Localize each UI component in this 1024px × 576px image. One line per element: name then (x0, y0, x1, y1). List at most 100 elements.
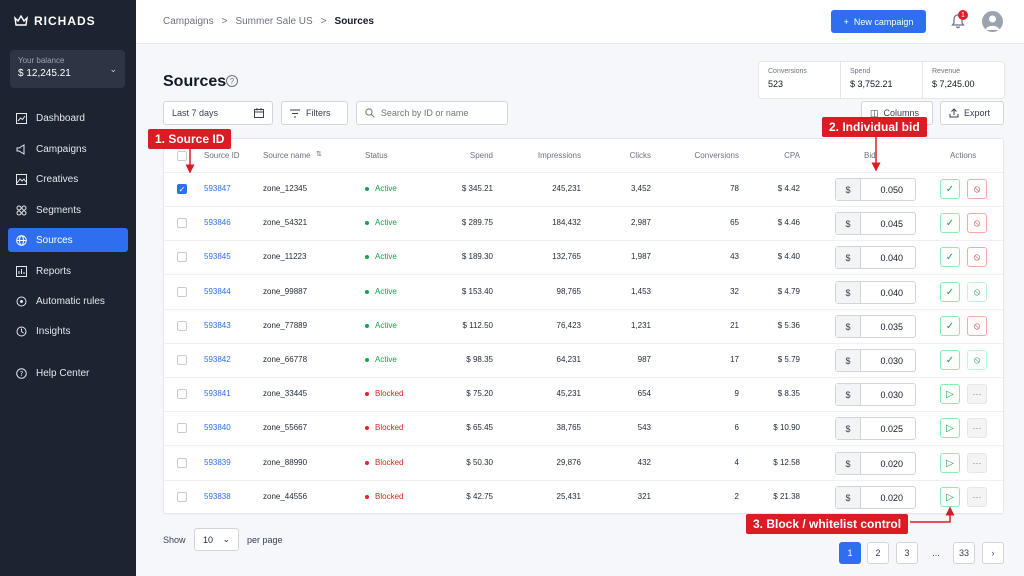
more-actions-button[interactable]: ··· (967, 384, 987, 404)
block-button[interactable]: ⦸ (967, 316, 987, 336)
bid-input[interactable]: $0.035 (835, 315, 916, 338)
bid-value[interactable]: 0.030 (880, 389, 903, 400)
breadcrumb-campaigns[interactable]: Campaigns (163, 16, 214, 27)
select-all-checkbox[interactable] (177, 151, 187, 161)
row-checkbox[interactable] (177, 423, 187, 433)
block-button[interactable]: ⦸ (967, 350, 987, 370)
source-id-link[interactable]: 593843 (204, 321, 231, 330)
bid-input[interactable]: $0.050 (835, 178, 916, 201)
bid-input[interactable]: $0.020 (835, 486, 916, 509)
whitelist-button[interactable]: ✓ (940, 179, 960, 199)
source-id-link[interactable]: 593845 (204, 252, 231, 261)
sidebar-item-help-center[interactable]: ? Help Center (8, 361, 128, 385)
row-checkbox[interactable] (177, 252, 187, 262)
resume-button[interactable]: ▷ (940, 487, 960, 507)
more-actions-button[interactable]: ··· (967, 453, 987, 473)
row-checkbox[interactable] (177, 389, 187, 399)
brand-logo[interactable]: RICHADS (14, 14, 96, 28)
whitelist-button[interactable]: ✓ (940, 247, 960, 267)
sidebar-item-insights[interactable]: Insights (8, 319, 128, 343)
sidebar-item-automatic-rules[interactable]: Automatic rules (8, 289, 128, 313)
bid-value[interactable]: 0.035 (880, 321, 903, 332)
date-range-picker[interactable]: Last 7 days (163, 101, 273, 125)
column-header-status[interactable]: Status (365, 151, 388, 160)
block-button[interactable]: ⦸ (967, 247, 987, 267)
bid-input[interactable]: $0.020 (835, 452, 916, 475)
row-checkbox[interactable] (177, 321, 187, 331)
more-actions-button[interactable]: ··· (967, 418, 987, 438)
sidebar-item-sources[interactable]: Sources (8, 228, 128, 252)
source-id-link[interactable]: 593841 (204, 389, 231, 398)
source-id-link[interactable]: 593847 (204, 184, 231, 193)
column-header-source-name[interactable]: Source name (263, 151, 311, 160)
bid-input[interactable]: $0.040 (835, 281, 916, 304)
avatar[interactable] (982, 11, 1003, 32)
resume-button[interactable]: ▷ (940, 453, 960, 473)
page-button[interactable]: 3 (896, 542, 918, 564)
page-button[interactable]: 33 (953, 542, 975, 564)
column-header-impressions[interactable]: Impressions (537, 151, 581, 160)
row-checkbox[interactable] (177, 218, 187, 228)
sidebar-item-campaigns[interactable]: Campaigns (8, 137, 128, 161)
source-id-link[interactable]: 593839 (204, 458, 231, 467)
more-actions-button[interactable]: ··· (967, 487, 987, 507)
row-checkbox[interactable] (177, 492, 187, 502)
whitelist-button[interactable]: ✓ (940, 316, 960, 336)
row-divider (164, 274, 1003, 275)
bid-input[interactable]: $0.025 (835, 417, 916, 440)
filters-button[interactable]: Filters (281, 101, 348, 125)
bid-value[interactable]: 0.050 (880, 184, 903, 195)
whitelist-button[interactable]: ✓ (940, 282, 960, 302)
resume-button[interactable]: ▷ (940, 418, 960, 438)
source-id-link[interactable]: 593840 (204, 423, 231, 432)
resume-button[interactable]: ▷ (940, 384, 960, 404)
bid-input[interactable]: $0.030 (835, 383, 916, 406)
column-header-spend[interactable]: Spend (469, 151, 493, 160)
next-page-button[interactable]: › (982, 542, 1004, 564)
search-box[interactable] (356, 101, 508, 125)
page-button[interactable]: 2 (867, 542, 889, 564)
column-header-cpa[interactable]: CPA (784, 151, 800, 160)
sidebar-item-reports[interactable]: Reports (8, 259, 128, 283)
source-id-link[interactable]: 593838 (204, 492, 231, 501)
bid-value[interactable]: 0.040 (880, 287, 903, 298)
column-header-actions[interactable]: Actions (950, 151, 977, 160)
bid-input[interactable]: $0.040 (835, 246, 916, 269)
block-button[interactable]: ⦸ (967, 213, 987, 233)
row-checkbox[interactable] (177, 458, 187, 468)
bid-value[interactable]: 0.020 (880, 492, 903, 503)
page-button[interactable]: 1 (839, 542, 861, 564)
whitelist-button[interactable]: ✓ (940, 350, 960, 370)
export-button[interactable]: Export (940, 101, 1004, 125)
sort-icon[interactable]: ⇅ (316, 151, 322, 158)
source-id-link[interactable]: 593842 (204, 355, 231, 364)
column-header-bid[interactable]: Bid (864, 151, 876, 160)
row-checkbox[interactable] (177, 287, 187, 297)
balance-selector[interactable]: Your balance $ 12,245.21 ⌄ (10, 50, 125, 88)
bid-input[interactable]: $0.045 (835, 212, 916, 235)
bid-value[interactable]: 0.030 (880, 355, 903, 366)
bid-input[interactable]: $0.030 (835, 349, 916, 372)
block-button[interactable]: ⦸ (967, 282, 987, 302)
row-checkbox[interactable] (177, 355, 187, 365)
block-button[interactable]: ⦸ (967, 179, 987, 199)
source-id-link[interactable]: 593844 (204, 287, 231, 296)
breadcrumb-campaign[interactable]: Summer Sale US (235, 16, 313, 27)
help-icon[interactable]: ? (226, 75, 238, 87)
whitelist-button[interactable]: ✓ (940, 213, 960, 233)
bid-value[interactable]: 0.020 (880, 458, 903, 469)
row-checkbox[interactable]: ✓ (177, 184, 187, 194)
column-header-conversions[interactable]: Conversions (694, 151, 739, 160)
source-id-link[interactable]: 593846 (204, 218, 231, 227)
bid-value[interactable]: 0.025 (880, 423, 903, 434)
bid-value[interactable]: 0.040 (880, 252, 903, 263)
sidebar-item-segments[interactable]: Segments (8, 198, 128, 222)
column-header-source-id[interactable]: Source ID (204, 151, 240, 160)
per-page-select[interactable]: 10 ⌄ (194, 528, 239, 551)
bid-value[interactable]: 0.045 (880, 218, 903, 229)
column-header-clicks[interactable]: Clicks (629, 151, 651, 160)
sidebar-item-dashboard[interactable]: Dashboard (8, 106, 128, 130)
new-campaign-button[interactable]: + New campaign (831, 10, 926, 33)
sidebar-item-creatives[interactable]: Creatives (8, 167, 128, 191)
search-input[interactable] (380, 108, 499, 118)
